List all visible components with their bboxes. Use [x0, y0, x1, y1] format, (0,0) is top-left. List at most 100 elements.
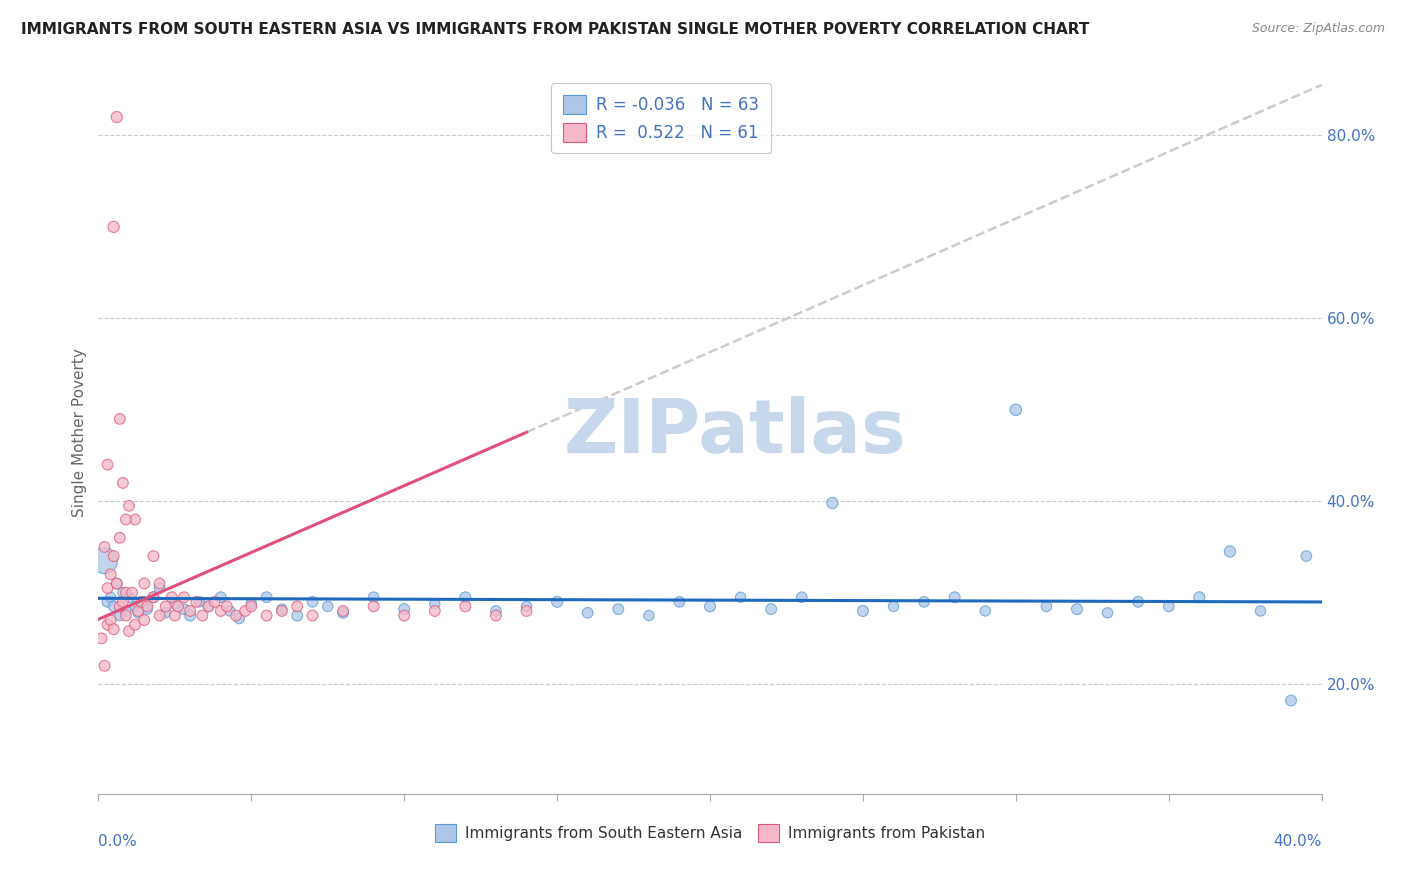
- Point: [270, 602, 292, 616]
- Point: [100, 567, 122, 582]
- Point: [204, 595, 226, 609]
- Point: [118, 591, 141, 605]
- Point: [127, 604, 149, 618]
- Point: [124, 599, 146, 614]
- Point: [191, 608, 214, 623]
- Point: [215, 599, 238, 614]
- Point: [124, 617, 146, 632]
- Point: [111, 595, 134, 609]
- Point: [136, 602, 159, 616]
- Point: [100, 613, 122, 627]
- Point: [576, 606, 599, 620]
- Point: [285, 599, 308, 614]
- Point: [1249, 604, 1271, 618]
- Point: [173, 602, 195, 616]
- Point: [209, 604, 232, 618]
- Point: [1279, 693, 1302, 707]
- Point: [97, 581, 120, 595]
- Point: [163, 608, 186, 623]
- Point: [111, 585, 134, 599]
- Point: [256, 591, 278, 605]
- Point: [188, 595, 211, 609]
- Point: [115, 608, 138, 623]
- Point: [155, 606, 177, 620]
- Point: [699, 599, 721, 614]
- Point: [301, 608, 323, 623]
- Point: [142, 549, 165, 563]
- Point: [118, 499, 141, 513]
- Point: [1097, 606, 1119, 620]
- Text: 40.0%: 40.0%: [1274, 834, 1322, 848]
- Point: [97, 458, 120, 472]
- Point: [316, 599, 339, 614]
- Point: [485, 604, 508, 618]
- Point: [186, 595, 208, 609]
- Point: [225, 608, 247, 623]
- Point: [423, 604, 446, 618]
- Point: [1219, 544, 1241, 558]
- Point: [115, 512, 138, 526]
- Point: [240, 599, 263, 614]
- Point: [100, 591, 122, 605]
- Point: [121, 585, 143, 599]
- Point: [1066, 602, 1088, 616]
- Point: [392, 608, 416, 623]
- Point: [912, 595, 935, 609]
- Point: [105, 576, 128, 591]
- Point: [607, 602, 630, 616]
- Point: [943, 591, 966, 605]
- Point: [115, 604, 138, 618]
- Y-axis label: Single Mother Poverty: Single Mother Poverty: [72, 348, 87, 517]
- Point: [1188, 591, 1211, 605]
- Point: [1035, 599, 1057, 614]
- Point: [285, 608, 308, 623]
- Point: [155, 599, 177, 614]
- Point: [790, 591, 813, 605]
- Point: [637, 608, 661, 623]
- Point: [134, 595, 156, 609]
- Point: [124, 512, 146, 526]
- Text: IMMIGRANTS FROM SOUTH EASTERN ASIA VS IMMIGRANTS FROM PAKISTAN SINGLE MOTHER POV: IMMIGRANTS FROM SOUTH EASTERN ASIA VS IM…: [21, 22, 1090, 37]
- Legend: Immigrants from South Eastern Asia, Immigrants from Pakistan: Immigrants from South Eastern Asia, Immi…: [429, 818, 991, 847]
- Point: [93, 540, 115, 554]
- Point: [454, 591, 477, 605]
- Point: [852, 604, 875, 618]
- Point: [167, 599, 190, 614]
- Point: [97, 595, 120, 609]
- Point: [219, 604, 242, 618]
- Point: [516, 599, 538, 614]
- Point: [149, 581, 172, 595]
- Point: [93, 658, 115, 673]
- Point: [103, 599, 125, 614]
- Point: [108, 599, 131, 614]
- Point: [136, 599, 159, 614]
- Point: [134, 613, 156, 627]
- Point: [546, 595, 568, 609]
- Point: [332, 606, 354, 620]
- Point: [821, 496, 844, 510]
- Point: [142, 591, 165, 605]
- Point: [197, 599, 219, 614]
- Point: [142, 591, 165, 605]
- Point: [392, 602, 416, 616]
- Text: Source: ZipAtlas.com: Source: ZipAtlas.com: [1251, 22, 1385, 36]
- Point: [179, 608, 201, 623]
- Point: [423, 597, 446, 611]
- Point: [111, 475, 134, 490]
- Point: [105, 110, 128, 124]
- Point: [1004, 402, 1026, 417]
- Point: [197, 599, 219, 614]
- Point: [103, 219, 125, 234]
- Point: [363, 599, 385, 614]
- Point: [127, 606, 149, 620]
- Point: [332, 604, 354, 618]
- Point: [149, 608, 172, 623]
- Point: [90, 632, 112, 646]
- Point: [134, 576, 156, 591]
- Point: [97, 617, 120, 632]
- Point: [103, 622, 125, 636]
- Point: [209, 591, 232, 605]
- Point: [93, 554, 115, 568]
- Point: [103, 549, 125, 563]
- Point: [1128, 595, 1150, 609]
